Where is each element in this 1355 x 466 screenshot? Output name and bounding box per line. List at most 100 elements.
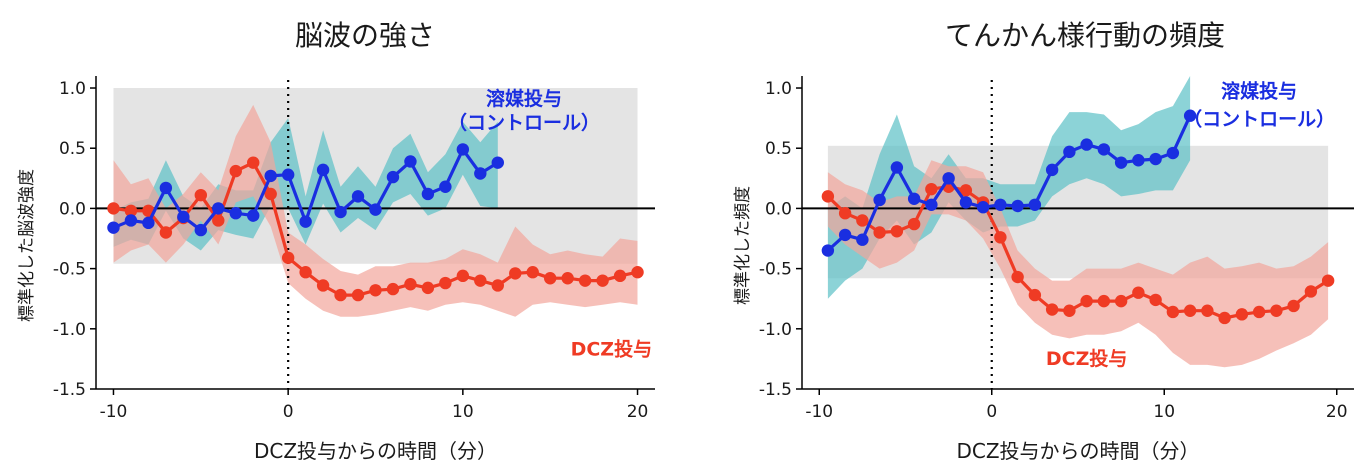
data-point bbox=[404, 155, 417, 168]
data-point bbox=[959, 184, 973, 197]
data-point bbox=[474, 167, 487, 180]
data-point bbox=[159, 226, 173, 239]
series-line-1 bbox=[826, 115, 1192, 252]
data-point bbox=[1132, 286, 1145, 299]
confidence-band-2 bbox=[827, 160, 1329, 368]
data-point bbox=[631, 266, 644, 279]
data-point bbox=[821, 190, 835, 203]
data-point bbox=[212, 214, 225, 227]
data-point bbox=[1028, 288, 1042, 302]
data-point bbox=[1045, 303, 1059, 316]
data-point bbox=[142, 216, 155, 230]
data-point bbox=[351, 190, 365, 203]
data-point bbox=[994, 231, 1007, 244]
data-point bbox=[578, 274, 592, 287]
data-point bbox=[299, 215, 312, 228]
data-point bbox=[1149, 152, 1162, 166]
x-axis-label: DCZ投与からの時間（分） bbox=[254, 439, 497, 463]
data-point bbox=[439, 180, 452, 193]
data-point bbox=[491, 279, 504, 292]
series-annotation: （コントロール） bbox=[1183, 107, 1335, 130]
data-point bbox=[456, 143, 470, 156]
x-tick-label: 0 bbox=[986, 402, 997, 422]
data-point bbox=[351, 288, 365, 302]
y-tick-label: -1.5 bbox=[53, 380, 86, 400]
data-point bbox=[177, 210, 190, 224]
data-point bbox=[386, 170, 400, 184]
data-point bbox=[229, 207, 242, 220]
y-tick-label: -0.5 bbox=[53, 260, 86, 280]
x-tick-label: 20 bbox=[627, 402, 649, 422]
data-point bbox=[890, 161, 904, 174]
data-point bbox=[439, 276, 452, 290]
data-point bbox=[264, 187, 277, 201]
series-annotation: DCZ投与 bbox=[571, 337, 653, 360]
x-axis-label: DCZ投与からの時間（分） bbox=[956, 439, 1199, 463]
data-point bbox=[1080, 294, 1093, 308]
data-point bbox=[856, 214, 869, 227]
y-tick-label: -1.5 bbox=[759, 380, 792, 400]
data-point bbox=[1270, 304, 1283, 317]
data-point bbox=[491, 156, 504, 169]
data-point bbox=[821, 244, 835, 257]
data-point bbox=[212, 202, 225, 215]
series-annotation: 溶媒投与 bbox=[1221, 80, 1297, 103]
data-point bbox=[1063, 145, 1076, 159]
data-point bbox=[907, 217, 921, 231]
data-point bbox=[334, 288, 347, 302]
data-point bbox=[1183, 109, 1197, 122]
data-point bbox=[873, 193, 886, 207]
x-tick-label: 0 bbox=[283, 402, 294, 422]
data-point bbox=[526, 266, 539, 279]
confidence-band-1 bbox=[827, 76, 1191, 299]
data-point bbox=[1321, 274, 1335, 287]
data-point bbox=[907, 192, 921, 205]
data-point bbox=[1218, 311, 1231, 325]
series-annotation: DCZ投与 bbox=[1046, 347, 1128, 370]
data-point bbox=[316, 163, 330, 177]
y-tick-label: 0.0 bbox=[765, 199, 792, 219]
data-point bbox=[1149, 293, 1162, 307]
data-point bbox=[1166, 146, 1180, 160]
y-axis-label: 標準化した脳波強度 bbox=[17, 169, 37, 322]
data-point bbox=[404, 278, 417, 291]
data-point bbox=[1114, 156, 1128, 169]
data-point bbox=[942, 172, 955, 185]
y-tick-label: 1.0 bbox=[59, 79, 86, 99]
x-tick-label: -10 bbox=[100, 402, 128, 422]
x-tick-label: 10 bbox=[452, 402, 474, 422]
data-point bbox=[976, 201, 990, 214]
data-point bbox=[1304, 285, 1318, 298]
data-point bbox=[890, 225, 904, 238]
data-point bbox=[1097, 294, 1111, 308]
series-annotation: （コントロール） bbox=[448, 111, 600, 134]
y-tick-label: -0.5 bbox=[759, 260, 792, 280]
data-point bbox=[838, 207, 852, 220]
data-point bbox=[194, 188, 208, 202]
x-tick-label: 10 bbox=[1153, 402, 1175, 422]
y-tick-label: -1.0 bbox=[759, 320, 792, 340]
chart-panel-1: 脳波の強さ 1.0 0.5 0.0 -0.5 -1.0 -1.5 -10 0 10 20 DCZ投与か… bbox=[17, 19, 655, 463]
x-tick-label: -10 bbox=[805, 402, 833, 422]
data-point bbox=[873, 226, 886, 239]
data-point bbox=[1132, 154, 1145, 167]
confidence-band-2 bbox=[113, 104, 638, 317]
data-point bbox=[159, 181, 173, 195]
y-tick-label: -1.0 bbox=[53, 320, 86, 340]
data-point bbox=[386, 282, 400, 296]
data-point bbox=[247, 209, 260, 222]
data-point bbox=[1235, 308, 1249, 321]
data-point bbox=[613, 269, 627, 283]
data-point bbox=[1287, 299, 1300, 313]
data-point bbox=[994, 198, 1007, 211]
data-point bbox=[1028, 198, 1042, 211]
data-point bbox=[421, 281, 435, 295]
data-point bbox=[1252, 305, 1266, 319]
data-point bbox=[229, 164, 242, 178]
data-point bbox=[561, 272, 574, 285]
data-point bbox=[596, 274, 609, 287]
data-point bbox=[1166, 305, 1180, 319]
y-tick-label: 0.5 bbox=[765, 139, 792, 159]
data-point bbox=[456, 269, 470, 283]
data-point bbox=[124, 204, 138, 218]
